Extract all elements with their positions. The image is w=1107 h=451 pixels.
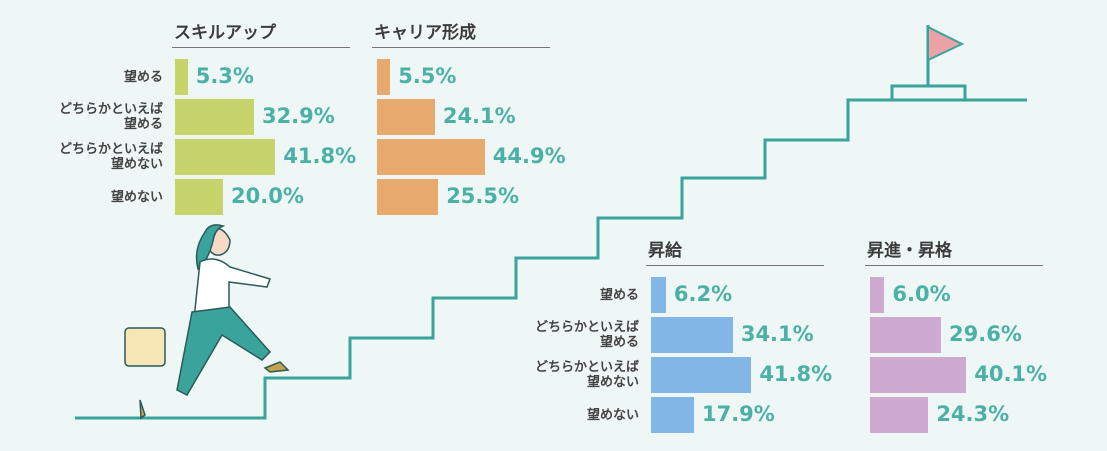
value-label: 24.3%: [936, 402, 1010, 426]
category-label: どちらかといえば 望める: [58, 102, 163, 132]
bar: [175, 139, 276, 175]
bar: [377, 139, 485, 175]
bar: [175, 99, 254, 135]
bar: [175, 179, 223, 215]
bar: [651, 277, 666, 313]
runner: [124, 224, 290, 420]
bar: [175, 59, 188, 95]
category-label: どちらかといえば 望めない: [58, 142, 163, 172]
chart-title: スキルアップ: [174, 23, 276, 43]
value-label: 5.5%: [398, 64, 457, 88]
title-rule: [172, 47, 350, 48]
staircase: [75, 98, 1027, 420]
flag: [927, 25, 965, 62]
category-label: 望めない: [586, 407, 639, 423]
title-rule: [646, 265, 824, 266]
bar: [651, 397, 694, 433]
chart-title: キャリア形成: [374, 23, 476, 43]
value-label: 41.8%: [759, 362, 833, 386]
bar: [870, 317, 942, 353]
bar: [870, 397, 929, 433]
bar: [377, 99, 435, 135]
value-label: 41.8%: [283, 144, 357, 168]
podium: [890, 84, 967, 102]
category-label: 望めない: [110, 189, 163, 205]
value-label: 34.1%: [740, 322, 814, 346]
value-label: 20.0%: [231, 184, 304, 208]
value-label: 44.9%: [492, 144, 566, 168]
value-label: 5.3%: [195, 64, 254, 88]
category-label: 望める: [599, 287, 639, 303]
title-rule: [865, 265, 1043, 266]
value-label: 40.1%: [974, 362, 1048, 386]
bar: [377, 179, 439, 215]
title-rule: [372, 47, 550, 48]
value-label: 24.1%: [442, 104, 516, 128]
value-label: 6.0%: [892, 282, 951, 306]
bar: [377, 59, 391, 95]
chart-title: 昇進・昇格: [867, 241, 952, 261]
bar: [870, 277, 885, 313]
category-label: どちらかといえば 望める: [534, 320, 639, 350]
value-label: 32.9%: [261, 104, 335, 128]
chart-title: 昇給: [648, 241, 682, 261]
value-label: 25.5%: [446, 184, 520, 208]
value-label: 6.2%: [673, 282, 733, 306]
bar: [651, 357, 752, 393]
value-label: 17.9%: [701, 402, 775, 426]
bar: [651, 317, 733, 353]
category-label: 望める: [123, 69, 163, 85]
category-label: どちらかといえば 望めない: [534, 360, 639, 390]
value-label: 29.6%: [949, 322, 1022, 346]
bar: [870, 357, 967, 393]
